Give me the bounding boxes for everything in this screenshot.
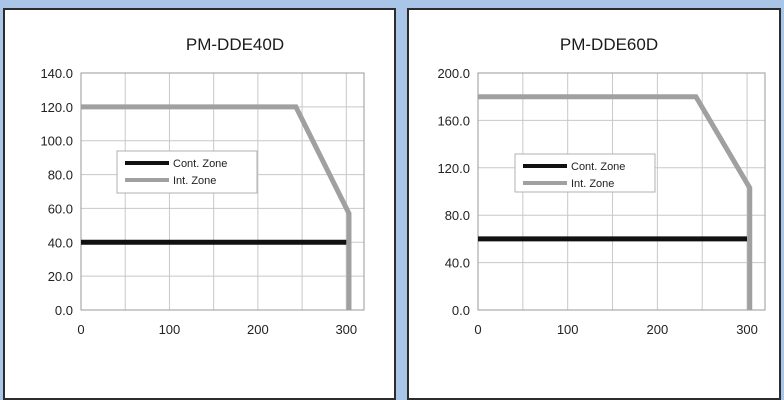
int-zone-line: [478, 94, 753, 310]
x-tick-label: 200: [647, 322, 669, 337]
plot-border: [80, 72, 365, 311]
chart-panel-pm-dde40d: PM-DDE40D 0.0 20.0 40.0 60.0 80.0 100.0 120.0 14…: [3, 8, 396, 400]
legend: Cont. Zone Int. Zone: [116, 150, 258, 194]
x-tick-label: 100: [557, 322, 579, 337]
y-tick-label: 140.0: [40, 66, 73, 81]
y-tick-label: 200.0: [437, 66, 470, 81]
x-tick-label: 100: [159, 322, 181, 337]
x-tick-label: 300: [736, 322, 758, 337]
y-tick-label: 120.0: [40, 100, 73, 115]
plot-border: [477, 72, 766, 311]
chart-svg-pm-dde40d: PM-DDE40D 0.0 20.0 40.0 60.0 80.0 100.0 120.0 14…: [40, 35, 365, 337]
chart-svg-pm-dde60d: PM-DDE60D 0.0 40.0 80.0 120.0 160.0 200.0 0 100 2…: [437, 35, 766, 337]
y-tick-label: 120.0: [437, 161, 470, 176]
y-tick-label: 160.0: [437, 113, 470, 128]
legend-label: Int. Zone: [571, 178, 614, 190]
y-tick-label: 100.0: [40, 134, 73, 149]
y-tick-label: 80.0: [445, 208, 470, 223]
x-tick-label: 300: [335, 322, 357, 337]
legend-label: Cont. Zone: [571, 161, 625, 173]
chart-title: PM-DDE40D: [186, 35, 284, 54]
y-tick-label: 80.0: [48, 168, 73, 183]
y-tick-label: 40.0: [48, 235, 73, 250]
legend: Cont. Zone Int. Zone: [514, 153, 656, 193]
legend-label: Cont. Zone: [173, 158, 227, 170]
y-tick-label: 40.0: [445, 256, 470, 271]
chart-panel-pm-dde60d: PM-DDE60D 0.0 40.0 80.0 120.0 160.0 200.0 0 100 2…: [407, 8, 781, 400]
int-zone-line: [81, 104, 352, 310]
y-tick-label: 0.0: [452, 303, 470, 318]
x-tick-label: 200: [247, 322, 269, 337]
x-tick-label: 0: [474, 322, 481, 337]
y-tick-label: 60.0: [48, 201, 73, 216]
x-tick-label: 0: [77, 322, 84, 337]
legend-box: [116, 150, 258, 194]
chart-title: PM-DDE60D: [560, 35, 658, 54]
legend-box: [514, 153, 656, 193]
legend-label: Int. Zone: [173, 175, 216, 187]
y-tick-label: 20.0: [48, 269, 73, 284]
y-tick-label: 0.0: [55, 303, 73, 318]
